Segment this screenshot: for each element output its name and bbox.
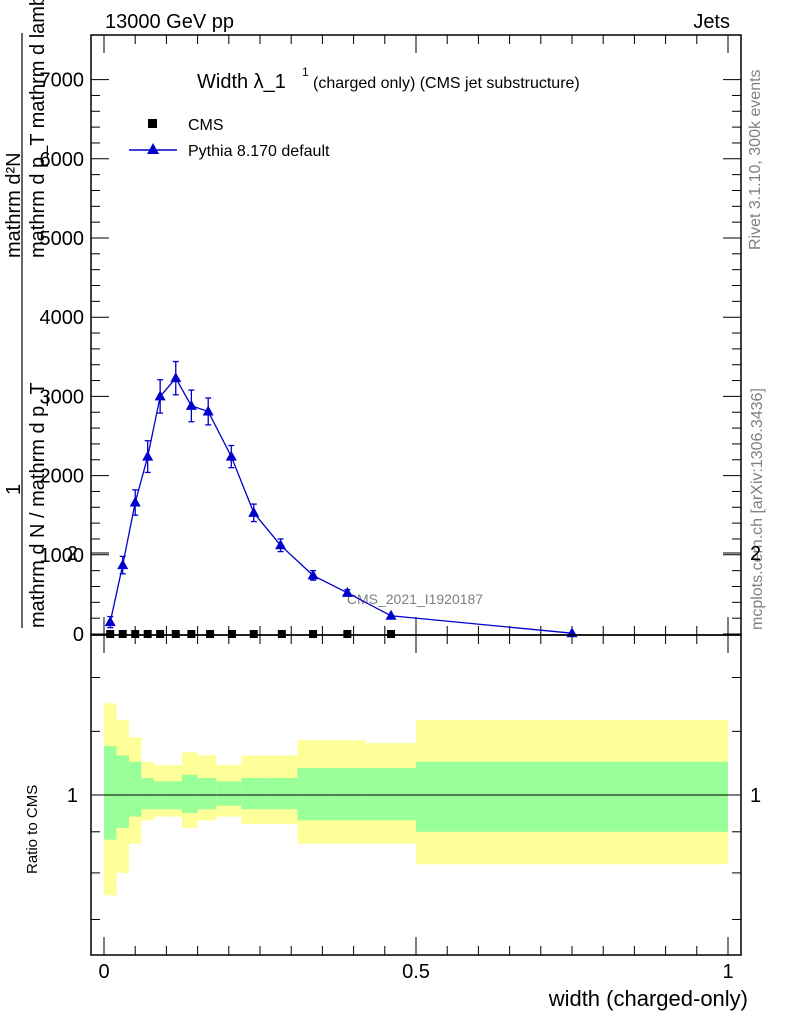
pythia-point [154,390,166,401]
ratio-band-green [366,768,416,821]
main-panel: 0 1000 2000 3000 4000 5000 6000 7000 CMS_2021_I… [40,34,742,646]
header-jets-label: Jets [693,11,730,33]
cms-point [227,630,236,638]
ylabel-denominator: mathrm d N / mathrm d p_T [27,382,49,628]
x-axis-label: width (charged-only) [548,986,748,1011]
main-ytick-label: 3000 [40,386,85,408]
cms-point [387,630,396,638]
pythia-point [129,496,141,507]
title-rest: (charged only) (CMS jet substructure) [313,75,580,92]
ratio-band-green [104,746,117,840]
pythia-point [225,450,237,461]
legend-cms-marker [148,119,157,128]
cms-point [156,630,165,638]
ratio-xtick-label: 0 [98,961,109,983]
ratio-band-green [216,781,242,806]
cms-point [171,630,180,638]
ratio-bands [104,703,728,896]
cms-point [143,630,152,638]
cms-point [249,630,258,638]
cms-point [206,630,215,638]
pythia-point [104,616,116,627]
plot-title: Width λ_1 1 (charged only) (CMS jet subs… [197,65,580,93]
pythia-point [185,399,197,410]
cms-point [131,630,140,638]
legend-pythia-label: Pythia 8.170 default [188,143,330,160]
pythia-point [142,450,154,461]
ratio-band-green [116,755,129,828]
cms-point [309,630,318,638]
main-ytick-label: 6000 [40,149,85,171]
mcplots-credit-label: mcplots.cern.ch [arXiv:1306.3436] [749,388,766,630]
main-y-ticks: 0 1000 2000 3000 4000 5000 6000 7000 [40,70,741,646]
ratio-ytick-label-right: 2 [750,543,761,565]
main-ylabel: mathrm d²N mathrm d p_T mathrm d lambda … [3,0,49,628]
pythia-point [307,569,319,580]
cms-point [118,630,127,638]
main-ytick-label: 1000 [40,545,85,567]
title-main: Width λ_1 [197,71,286,93]
ratio-ytick-label-left: 1 [67,785,78,807]
ratio-band-green [416,761,728,832]
ratio-x-ticks: 0 0.5 1 [98,635,734,983]
ylabel-numerator-line2: mathrm d p_T mathrm d lambda [27,0,49,258]
pythia-point [341,586,353,597]
rivet-version-label: Rivet 3.1.10, 300k events [747,69,764,250]
pythia-point [275,539,287,550]
title-superscript: 1 [302,65,309,79]
cms-series [106,630,396,638]
ratio-panel: 0.50.51122 00.51 Ratio to CMS width (cha… [24,543,761,1011]
legend-pythia-marker [147,143,159,154]
pythia-point [117,559,129,570]
ratio-ytick-label-right: 1 [750,785,761,807]
main-ytick-label: 4000 [40,307,85,329]
pythia-point [385,609,397,620]
cms-point [277,630,286,638]
ratio-band-green [197,777,217,810]
cms-point [187,630,196,638]
ratio-xtick-label: 0.5 [402,961,430,983]
ratio-band-green [266,777,298,810]
main-ytick-label: 5000 [40,228,85,250]
main-ytick-label: 0 [73,624,84,646]
ratio-band-green [328,768,367,821]
cms-point [343,630,352,638]
ratio-band-green [182,774,198,813]
pythia-series [104,360,578,638]
pythia-point [202,405,214,416]
pythia-line [109,377,573,634]
header-energy-label: 13000 GeV pp [105,11,234,33]
ratio-band-green [128,761,142,817]
main-ytick-label: 2000 [40,466,85,488]
ratio-xtick-label: 1 [722,961,733,983]
main-ytick-label: 7000 [40,70,85,92]
cms-point [106,630,115,638]
analysis-watermark: CMS_2021_I1920187 [347,591,483,607]
pythia-point [170,372,182,383]
ratio-band-green [241,777,267,810]
ratio-band-green [297,768,329,821]
ratio-y-ticks: 0.50.51122 [67,543,761,921]
ratio-ylabel: Ratio to CMS [24,785,41,874]
ylabel-numerator-line1: mathrm d²N [3,152,25,258]
ratio-ytick-label-left: 2 [67,543,78,565]
legend-cms-label: CMS [188,117,224,134]
pythia-point [248,506,260,517]
ratio-band-green [141,777,154,810]
legend: CMS Pythia 8.170 default [129,117,330,160]
ylabel-one: 1 [3,484,25,495]
